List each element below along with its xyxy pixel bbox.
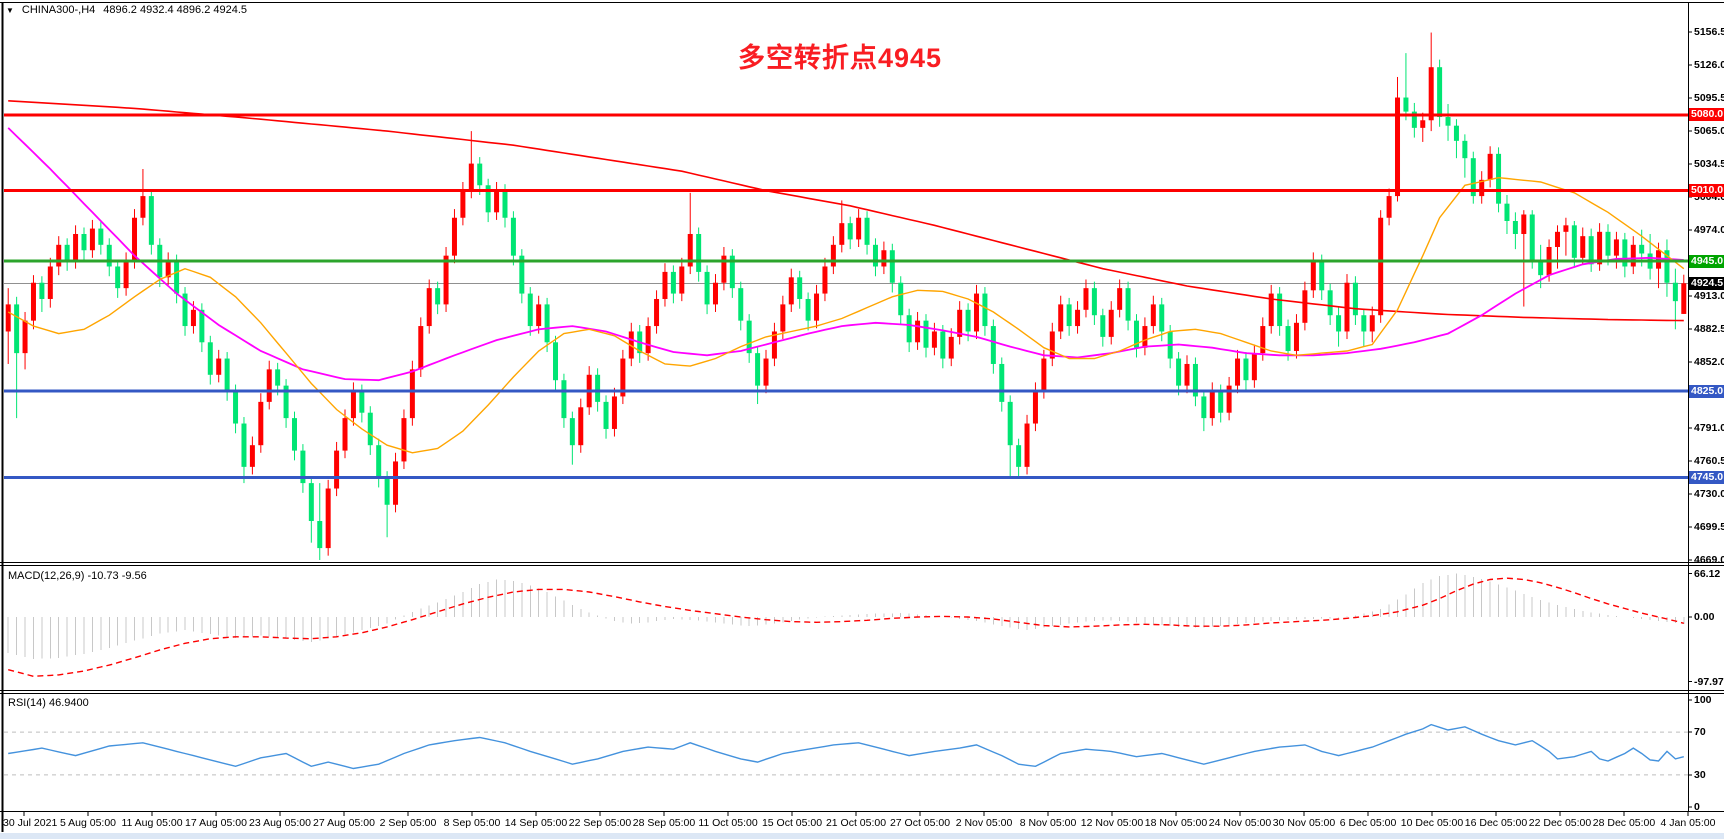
price-tick-label: 4882.5: [1694, 323, 1724, 335]
price-badge-4745.0: 4745.0: [1689, 471, 1724, 485]
price-tick-label: 4669.0: [1694, 554, 1724, 566]
date-label: 5 Aug 05:00: [59, 817, 117, 829]
price-badge-5010.0: 5010.0: [1689, 184, 1724, 198]
slow-ma-line: [8, 100, 1684, 322]
date-label: 6 Dec 05:00: [1339, 817, 1397, 829]
rsi-axis-label: 30: [1694, 768, 1706, 781]
macd-axis-label: -97.97: [1694, 675, 1724, 688]
date-label: 28 Dec 05:00: [1592, 817, 1656, 829]
price-tick-label: 4913.0: [1694, 290, 1724, 302]
date-label: 15 Oct 05:00: [761, 817, 823, 829]
date-label: 24 Nov 05:00: [1208, 817, 1272, 829]
date-label: 16 Dec 05:00: [1464, 817, 1528, 829]
bottom-strip: [0, 833, 1724, 839]
date-label: 27 Oct 05:00: [889, 817, 951, 829]
date-label: 11 Aug 05:00: [121, 817, 183, 829]
date-label: 4 Jan 05:00: [1660, 817, 1716, 829]
macd-axis-label: 0.00: [1694, 611, 1715, 624]
date-label: 14 Sep 05:00: [504, 817, 568, 829]
axis-ticks: [23, 31, 1692, 816]
date-label: 22 Dec 05:00: [1528, 817, 1592, 829]
rsi-indicator-label: RSI(14) 46.9400: [8, 697, 89, 709]
date-label: 2 Nov 05:00: [955, 817, 1013, 829]
date-label: 10 Dec 05:00: [1400, 817, 1464, 829]
macd-axis-label: 66.12: [1694, 567, 1721, 580]
fast-ma-line: [7, 176, 1685, 454]
rsi-axis-label: 100: [1694, 694, 1712, 706]
price-tick-label: 4699.5: [1694, 521, 1724, 533]
date-label: 28 Sep 05:00: [632, 817, 696, 829]
price-tick-label: 4760.5: [1694, 455, 1724, 467]
main-chart-panel[interactable]: [4, 2, 1688, 562]
main-chart-layer[interactable]: [4, 32, 1688, 560]
macd-indicator-label: MACD(12,26,9) -10.73 -9.56: [8, 570, 147, 582]
date-label: 8 Sep 05:00: [443, 817, 501, 829]
date-label: 23 Aug 05:00: [249, 817, 311, 829]
date-label: 21 Oct 05:00: [825, 817, 887, 829]
rsi-axis-label: 0: [1694, 801, 1700, 813]
price-badge-4825.0: 4825.0: [1689, 384, 1724, 398]
symbol-header: ▼ CHINA300-,H4 4896.2 4932.4 4896.2 4924…: [6, 4, 247, 16]
date-label: 22 Sep 05:00: [568, 817, 632, 829]
price-tick-label: 5156.5: [1694, 26, 1724, 38]
price-tick-label: 5095.5: [1694, 92, 1724, 104]
macd-layer[interactable]: [7, 573, 1685, 678]
rsi-axis-label: 70: [1694, 726, 1706, 739]
date-label: 30 Jul 2021: [3, 817, 58, 829]
rsi-layer[interactable]: [4, 723, 1688, 776]
candles-layer: [5, 32, 1687, 560]
date-label: 30 Nov 05:00: [1272, 817, 1336, 829]
date-label: 27 Aug 05:00: [313, 817, 375, 829]
price-badge-5080.0: 5080.0: [1689, 108, 1724, 122]
price-tick-label: 4974.0: [1694, 224, 1724, 236]
symbol-dropdown-icon[interactable]: ▼: [6, 5, 14, 15]
macd-signal-line: [8, 577, 1684, 678]
date-label: 8 Nov 05:00: [1019, 817, 1077, 829]
date-label: 2 Sep 05:00: [379, 817, 437, 829]
price-badge-4945.0: 4945.0: [1689, 254, 1724, 268]
price-tick-label: 5065.0: [1694, 125, 1724, 137]
date-label: 17 Aug 05:00: [185, 817, 247, 829]
price-tick-label: 4852.0: [1694, 356, 1724, 368]
price-tick-label: 4791.0: [1694, 422, 1724, 434]
price-badge-4924.5: 4924.5: [1689, 276, 1724, 290]
date-label: 18 Nov 05:00: [1144, 817, 1208, 829]
medium-ma-line: [7, 127, 1684, 382]
rsi-panel[interactable]: [4, 694, 1688, 810]
rsi-line: [8, 723, 1684, 770]
annotation-text[interactable]: 多空转折点4945: [738, 43, 943, 73]
macd-panel[interactable]: [4, 566, 1688, 690]
date-label: 12 Nov 05:00: [1080, 817, 1144, 829]
price-tick-label: 4730.0: [1694, 488, 1724, 500]
symbol-period-label: CHINA300-,H4: [21, 4, 96, 16]
price-tick-label: 5034.5: [1694, 158, 1724, 170]
ohlc-values: 4896.2 4932.4 4896.2 4924.5: [103, 4, 248, 16]
date-label: 11 Oct 05:00: [698, 817, 758, 829]
price-tick-label: 5126.0: [1694, 59, 1724, 71]
